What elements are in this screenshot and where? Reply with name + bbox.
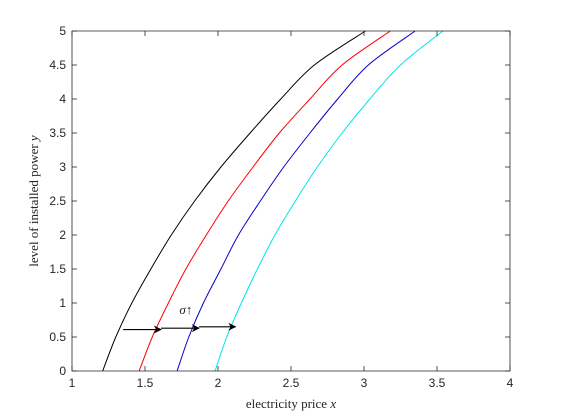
y-tick-label: 0.5 xyxy=(49,330,66,344)
x-tick-label: 1 xyxy=(69,376,76,390)
y-tick-label: 0 xyxy=(59,364,66,378)
x-tick-label: 3.5 xyxy=(429,376,446,390)
x-tick-label: 3 xyxy=(361,376,368,390)
sigma-up-annotation: σ↑ xyxy=(179,302,192,317)
series-group xyxy=(102,30,444,372)
x-tick-label: 2.5 xyxy=(283,376,300,390)
x-tick-label: 1.5 xyxy=(137,376,154,390)
y-tick-label: 1.5 xyxy=(49,262,66,276)
x-tick-label: 2 xyxy=(215,376,222,390)
series-line-4 xyxy=(214,30,444,372)
y-tick-label: 3 xyxy=(59,160,66,174)
series-line-3 xyxy=(176,30,416,372)
y-tick-label: 3.5 xyxy=(49,126,66,140)
series-line-2 xyxy=(138,30,391,372)
y-tick-label: 1 xyxy=(59,296,66,310)
x-axis-label: electricity price x xyxy=(246,396,336,411)
y-tick-label: 5 xyxy=(59,24,66,38)
y-tick-label: 2 xyxy=(59,228,66,242)
annotation-group: σ↑ xyxy=(123,302,237,334)
axes: 1 1.5 2 2.5 3 3.5 4 0 0.5 1 1.5 2 2.5 3 3.5 4 4.5 5 xyxy=(49,24,513,390)
plot-area xyxy=(72,31,510,371)
y-tick-label: 4 xyxy=(59,92,66,106)
y-tick-label: 2.5 xyxy=(49,194,66,208)
y-tick-label: 4.5 xyxy=(49,58,66,72)
y-axis-label: level of installed power y xyxy=(26,135,41,267)
plot-background xyxy=(72,31,510,371)
series-line-1 xyxy=(102,30,366,372)
x-tick-label: 4 xyxy=(507,376,514,390)
